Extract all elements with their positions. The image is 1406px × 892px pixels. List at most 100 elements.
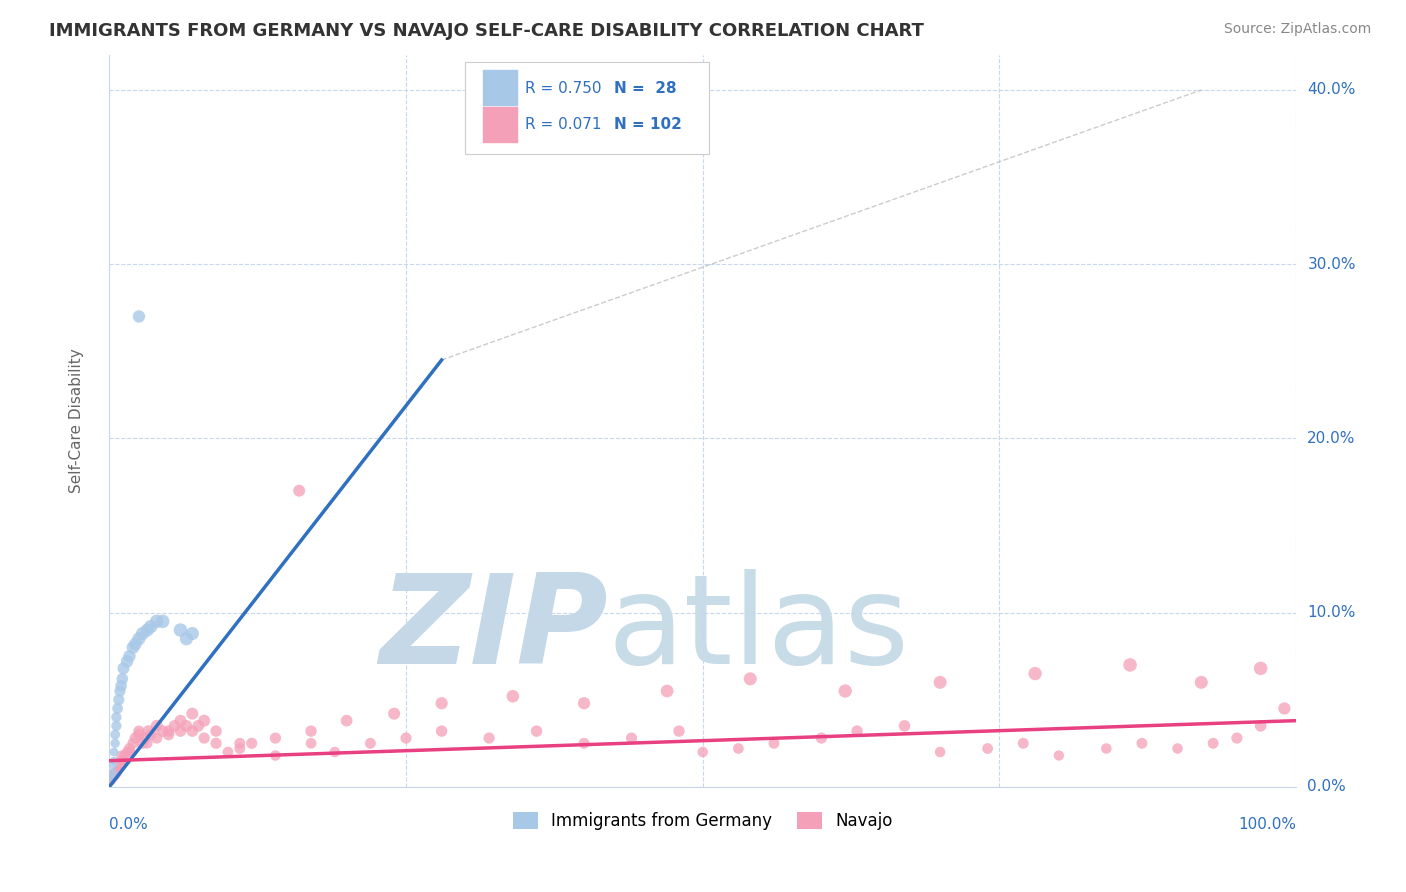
Point — [128, 728, 150, 742]
Text: 10.0%: 10.0% — [1308, 605, 1355, 620]
Point — [107, 763, 129, 777]
Point — [107, 763, 129, 777]
Text: IMMIGRANTS FROM GERMANY VS NAVAJO SELF-CARE DISABILITY CORRELATION CHART: IMMIGRANTS FROM GERMANY VS NAVAJO SELF-C… — [49, 22, 924, 40]
Text: R = 0.750: R = 0.750 — [524, 80, 602, 95]
Point — [112, 754, 135, 768]
Point — [163, 719, 186, 733]
Point — [101, 765, 124, 780]
Point — [176, 632, 198, 646]
Point — [100, 767, 122, 781]
Point — [1130, 736, 1153, 750]
Point — [1250, 719, 1272, 733]
Point — [929, 745, 952, 759]
Point — [834, 684, 856, 698]
Point — [108, 759, 131, 773]
Point — [217, 745, 239, 759]
Point — [478, 731, 501, 745]
Text: 100.0%: 100.0% — [1239, 817, 1296, 832]
Point — [107, 765, 129, 780]
Point — [152, 615, 174, 629]
Point — [1024, 666, 1046, 681]
Point — [100, 771, 122, 785]
Point — [181, 626, 204, 640]
Point — [103, 754, 125, 768]
Text: 0.0%: 0.0% — [1308, 780, 1346, 795]
Text: atlas: atlas — [607, 569, 910, 690]
Point — [107, 692, 129, 706]
Legend: Immigrants from Germany, Navajo: Immigrants from Germany, Navajo — [513, 812, 893, 830]
Point — [145, 615, 167, 629]
Point — [118, 649, 141, 664]
Text: N = 102: N = 102 — [614, 117, 682, 132]
Point — [107, 701, 129, 715]
Point — [138, 724, 160, 739]
Point — [1202, 736, 1225, 750]
Point — [100, 771, 122, 785]
Point — [229, 736, 252, 750]
FancyBboxPatch shape — [484, 107, 517, 143]
Point — [740, 672, 762, 686]
Point — [976, 741, 998, 756]
Point — [336, 714, 359, 728]
Point — [128, 724, 150, 739]
Point — [1095, 741, 1118, 756]
Point — [810, 731, 832, 745]
Point — [1189, 675, 1212, 690]
Point — [136, 623, 159, 637]
Point — [430, 724, 453, 739]
Point — [105, 710, 128, 724]
Point — [104, 736, 127, 750]
Text: 0.0%: 0.0% — [110, 817, 148, 832]
Point — [128, 310, 150, 324]
Point — [205, 736, 228, 750]
Point — [120, 745, 142, 759]
Point — [145, 731, 167, 745]
Point — [288, 483, 311, 498]
Point — [187, 719, 209, 733]
Point — [134, 731, 156, 745]
Point — [104, 728, 127, 742]
Point — [181, 724, 204, 739]
Point — [152, 724, 174, 739]
Point — [264, 748, 287, 763]
Point — [727, 741, 749, 756]
Point — [122, 736, 145, 750]
Point — [929, 675, 952, 690]
Point — [115, 745, 138, 759]
Point — [101, 772, 124, 787]
Point — [181, 706, 204, 721]
Point — [323, 745, 346, 759]
Point — [124, 637, 146, 651]
Point — [103, 745, 125, 759]
Point — [104, 767, 127, 781]
Point — [103, 771, 125, 785]
Point — [692, 745, 714, 759]
Point — [101, 765, 124, 780]
Point — [620, 731, 643, 745]
Point — [105, 719, 128, 733]
Point — [105, 764, 128, 779]
Point — [430, 696, 453, 710]
Point — [762, 736, 785, 750]
FancyBboxPatch shape — [465, 62, 709, 154]
Point — [100, 774, 122, 789]
Point — [502, 690, 524, 704]
Point — [111, 672, 134, 686]
Point — [114, 748, 136, 763]
Point — [229, 741, 252, 756]
Point — [105, 767, 128, 781]
Point — [110, 748, 132, 763]
Point — [131, 626, 153, 640]
Point — [1250, 661, 1272, 675]
Text: 30.0%: 30.0% — [1308, 257, 1355, 272]
Point — [124, 731, 146, 745]
Point — [131, 736, 153, 750]
Point — [145, 719, 167, 733]
Point — [193, 714, 215, 728]
Point — [108, 684, 131, 698]
Point — [1047, 748, 1070, 763]
Point — [176, 719, 198, 733]
Point — [846, 724, 869, 739]
Text: 20.0%: 20.0% — [1308, 431, 1355, 446]
Point — [169, 714, 191, 728]
